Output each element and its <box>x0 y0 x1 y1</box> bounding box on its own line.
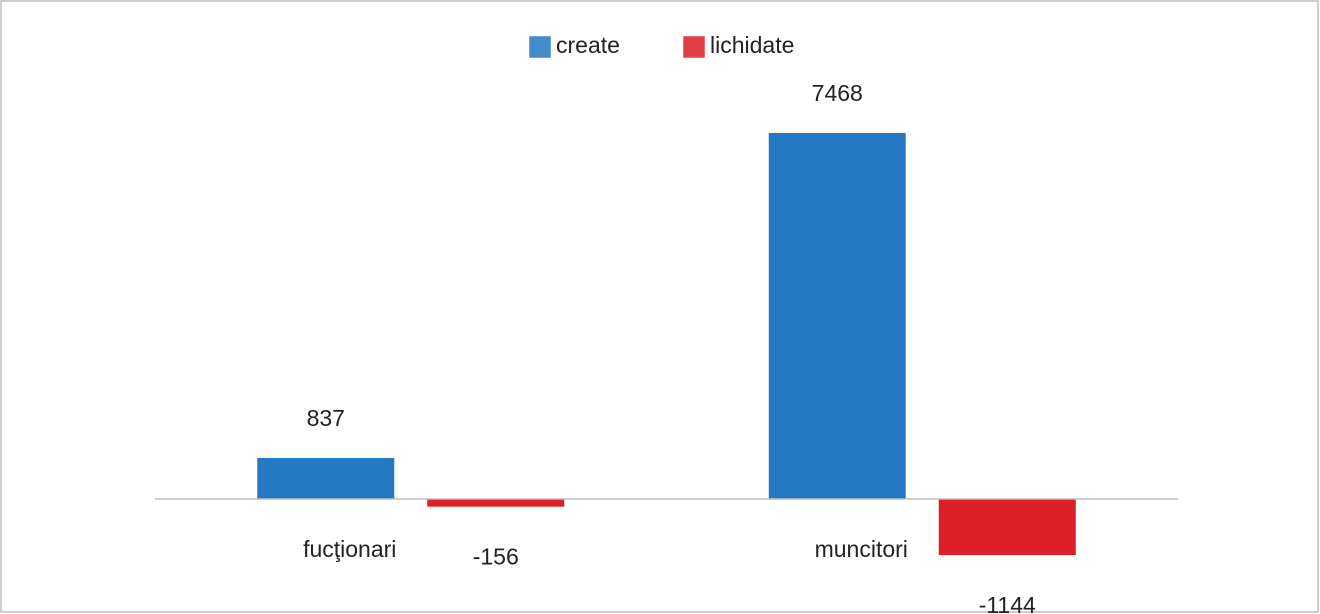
data-label: 7468 <box>812 80 863 106</box>
legend-label: create <box>556 32 620 58</box>
category-label: fucţionari <box>303 536 396 562</box>
bar <box>938 499 1076 556</box>
bar <box>768 133 906 499</box>
legend-swatch <box>529 36 551 58</box>
legend-swatch <box>683 36 705 58</box>
legend-label: lichidate <box>710 32 794 58</box>
category-label: muncitori <box>815 536 908 562</box>
data-label: -156 <box>473 544 519 570</box>
bar <box>257 457 395 499</box>
data-label: -1144 <box>979 592 1036 614</box>
data-label: 837 <box>307 405 345 431</box>
bar <box>427 499 565 507</box>
